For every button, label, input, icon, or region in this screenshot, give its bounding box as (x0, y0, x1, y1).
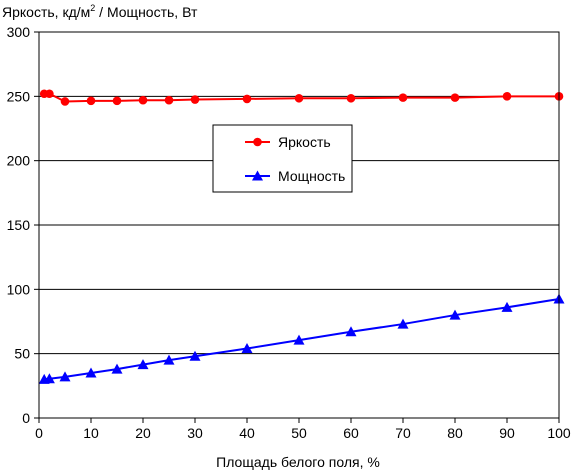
x-tick-label: 80 (447, 425, 463, 441)
data-point (345, 326, 357, 337)
data-point (138, 95, 148, 105)
data-point (45, 89, 54, 99)
series-line-1 (44, 297, 560, 381)
data-point (293, 334, 305, 345)
x-tick-label: 90 (499, 425, 515, 441)
y-tick-label: 150 (7, 217, 31, 233)
series-layer (38, 89, 565, 384)
data-point (502, 92, 512, 101)
data-point (164, 95, 174, 105)
axis-ticks (34, 31, 560, 423)
y-tick-label: 200 (7, 153, 31, 169)
y-tick-label: 250 (7, 88, 31, 104)
x-tick-label: 60 (343, 425, 359, 441)
legend-box (212, 124, 353, 193)
data-point (242, 94, 252, 104)
data-point (137, 359, 149, 370)
data-point (111, 363, 123, 374)
x-tick-label: 70 (395, 425, 411, 441)
data-point (43, 373, 55, 384)
tick-labels: 0 50 100 150 200 250 300 0 10 20 30 40 50 60 70 80 90 100 (7, 24, 571, 441)
data-point (59, 371, 71, 382)
data-point (241, 343, 253, 354)
y-axis-label-superscript: 2 (90, 3, 95, 13)
x-tick-label: 40 (239, 425, 255, 441)
data-point (85, 367, 97, 378)
x-tick-label: 100 (547, 425, 571, 441)
x-axis-label: Площадь белого поля, % (216, 454, 380, 470)
y-axis-label-main: Яркость, кд/м (2, 4, 90, 20)
y-axis-label-rest: / Мощность, Вт (95, 4, 198, 20)
data-point (189, 350, 201, 361)
data-point (397, 318, 409, 329)
data-point (449, 309, 461, 320)
legend-label-brightness: Яркость (278, 134, 331, 150)
x-tick-label: 0 (35, 425, 43, 441)
data-point (163, 354, 175, 365)
y-tick-label: 100 (7, 281, 31, 297)
data-point (86, 96, 96, 106)
data-point (60, 97, 70, 106)
y-tick-label: 300 (7, 24, 31, 40)
data-point (112, 96, 122, 106)
data-point (294, 93, 304, 103)
y-tick-label: 0 (22, 410, 30, 426)
data-point (450, 93, 460, 102)
x-tick-label: 10 (83, 425, 99, 441)
legend-marker-brightness (253, 137, 262, 147)
y-axis-label: Яркость, кд/м2 / Мощность, Вт (2, 3, 198, 20)
data-point (398, 93, 408, 102)
x-tick-label: 30 (187, 425, 203, 441)
legend-marker-power (252, 170, 263, 181)
x-tick-label: 50 (291, 425, 307, 441)
data-point (501, 301, 513, 312)
legend-label-power: Мощность (278, 168, 345, 184)
data-point (346, 93, 356, 103)
data-point (190, 95, 200, 104)
x-tick-label: 20 (135, 425, 151, 441)
legend: Яркость Мощность (212, 124, 353, 193)
y-tick-label: 50 (14, 346, 30, 362)
